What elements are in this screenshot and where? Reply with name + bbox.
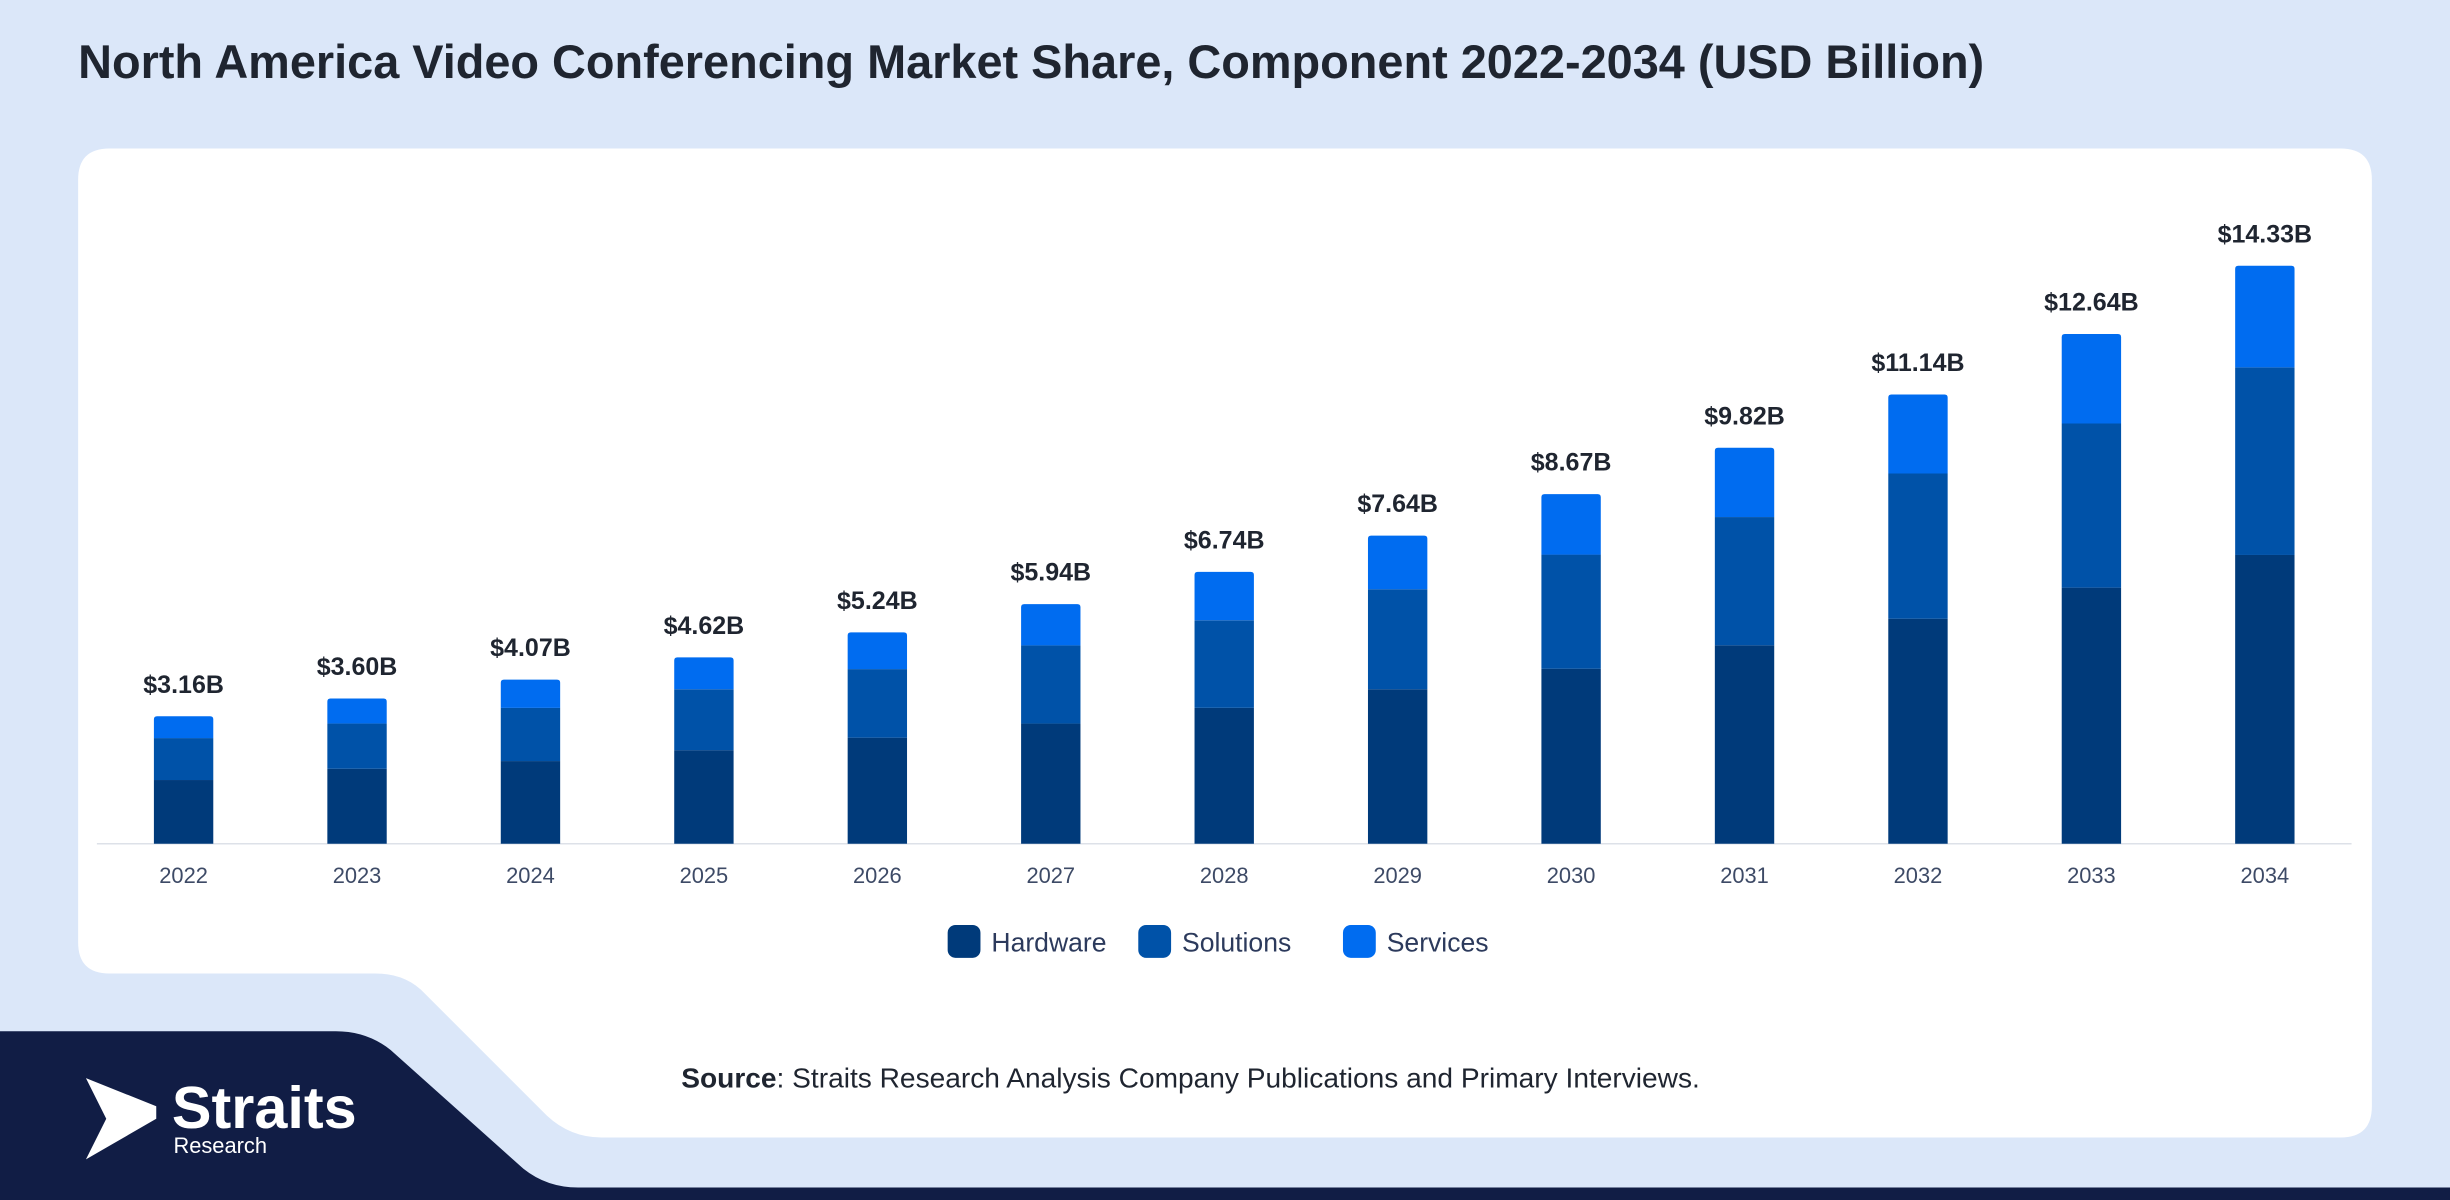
bar-segment (674, 750, 734, 844)
bar-segment (1541, 554, 1601, 669)
total-label: $3.16B (143, 671, 224, 699)
legend-label: Hardware (991, 928, 1106, 958)
bar-segment (2235, 265, 2295, 368)
source-label: Source (681, 1063, 776, 1094)
bar-segment (153, 716, 214, 739)
bar-segment (674, 689, 734, 751)
x-tick-label: 2034 (2241, 863, 2290, 888)
bar-segment (1541, 494, 1601, 555)
bar-segment (1541, 668, 1601, 844)
x-tick-label: 2026 (853, 863, 902, 888)
x-tick-label: 2033 (2067, 863, 2116, 888)
x-tick-label: 2025 (680, 863, 729, 888)
bar-segment (1367, 589, 1428, 690)
legend-label: Services (1387, 928, 1489, 958)
source: Source: Straits Research Analysis Compan… (681, 1063, 1700, 1094)
source-text: : Straits Research Analysis Company Publ… (777, 1063, 1700, 1094)
bar-segment (1021, 645, 1081, 724)
legend-swatch (1342, 925, 1376, 958)
bar-segment (847, 632, 908, 670)
x-tick-label: 2027 (1026, 863, 1075, 888)
total-label: $11.14B (1871, 349, 1964, 377)
bar-segment (2061, 333, 2122, 424)
bar-segment (2061, 423, 2122, 588)
total-label: $3.60B (317, 653, 398, 681)
bar-segment (500, 679, 561, 708)
total-label: $12.64B (2044, 289, 2139, 317)
bar-segment (327, 723, 387, 769)
x-tick-label: 2024 (506, 863, 555, 888)
bar-segment (1021, 723, 1081, 844)
total-label: $14.33B (2218, 220, 2313, 248)
total-label: $8.67B (1531, 449, 1612, 477)
bar-segment (500, 707, 561, 762)
x-tick-label: 2028 (1200, 863, 1249, 888)
bar-segment (1888, 394, 1948, 474)
bar-segment (2235, 367, 2295, 555)
total-label: $4.62B (664, 612, 745, 640)
bar-segment (1194, 707, 1254, 844)
x-tick-label: 2029 (1373, 863, 1422, 888)
footer-band (0, 1031, 2450, 1200)
x-tick-label: 2030 (1547, 863, 1596, 888)
legend-label: Solutions (1182, 928, 1291, 958)
bar-segment (1194, 620, 1254, 708)
legend-swatch (1138, 925, 1172, 958)
bar-segment (153, 738, 214, 781)
total-label: $6.74B (1184, 526, 1265, 554)
total-label: $5.24B (837, 587, 918, 615)
logo-name: Straits (172, 1074, 357, 1141)
x-tick-label: 2023 (333, 863, 382, 888)
legend-item: Hardware (947, 925, 1107, 958)
bar-segment (327, 768, 387, 844)
total-label: $5.94B (1010, 559, 1091, 587)
total-label: $9.82B (1704, 402, 1785, 430)
logo-subtitle: Research (173, 1133, 267, 1158)
chart-title: North America Video Conferencing Market … (78, 36, 1984, 88)
bar-segment (1714, 517, 1775, 646)
x-tick-label: 2032 (1894, 863, 1943, 888)
x-tick-label: 2022 (159, 863, 208, 888)
total-label: $7.64B (1357, 490, 1438, 518)
bar-segment (1367, 535, 1428, 590)
bar-segment (1367, 689, 1428, 844)
bar-segment (1714, 447, 1775, 518)
logo-icon (85, 1078, 157, 1160)
bar-segment (2235, 554, 2295, 844)
bar-segment (2061, 587, 2122, 844)
total-label: $4.07B (490, 634, 571, 662)
x-tick-label: 2031 (1720, 863, 1769, 888)
bar-segment (500, 761, 561, 844)
bar-segment (1194, 571, 1254, 621)
bar-segment (153, 780, 214, 844)
bar-segment (847, 669, 908, 738)
bar-segment (1888, 473, 1948, 619)
bar-segment (1021, 604, 1081, 646)
bar-segment (847, 737, 908, 844)
legend-item: Services (1342, 925, 1489, 958)
bar-segment (674, 657, 734, 690)
bar-segment (1888, 618, 1948, 844)
legend-swatch (947, 925, 981, 958)
bar-segment (327, 698, 387, 724)
bar-segment (1714, 645, 1775, 844)
legend-item: Solutions (1138, 925, 1291, 958)
